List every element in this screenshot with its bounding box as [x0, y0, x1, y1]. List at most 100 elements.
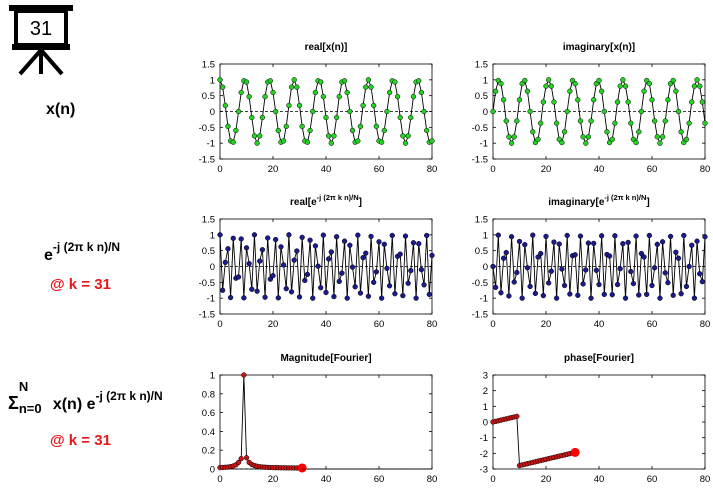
- chart-imag_e-point: [583, 267, 589, 273]
- chart-imag_e-point: [665, 280, 671, 286]
- chart-real_e-point: [230, 235, 236, 241]
- chart-imag_x-point: [675, 108, 682, 115]
- chart-imag_e-point: [641, 254, 647, 260]
- chart-real_x-point: [257, 133, 263, 139]
- chart-imag_e-point: [543, 233, 549, 240]
- chart-imag_e-point: [644, 291, 650, 298]
- chart-real_x-point: [400, 133, 406, 139]
- chart-imag_e-point: [559, 266, 565, 272]
- chart-real_x-point: [273, 108, 279, 115]
- chart-real_e-point: [278, 244, 284, 250]
- label-basis-exp: -j (2π k n)/N: [52, 240, 121, 254]
- chart-real_e-point: [360, 254, 366, 261]
- chart-real_e-point: [341, 238, 348, 244]
- chart-real_e-ytick-label: 1: [210, 230, 215, 241]
- chart-real_e-point: [392, 291, 398, 297]
- chart-imag_x-ytick-label: -1.5: [472, 155, 488, 166]
- chart-imag_e-point: [633, 233, 639, 239]
- chart-real_x-xtick-label: 0: [217, 164, 222, 175]
- chart-imag_e-point: [564, 232, 570, 239]
- chart-real_e-ytick-label: 1.5: [202, 215, 215, 226]
- chart-real_e-point: [408, 267, 414, 274]
- chart-imag_x-point: [559, 139, 565, 146]
- chart-imag_x-point: [591, 97, 597, 103]
- frame-number: 31: [30, 18, 52, 40]
- chart-imag_x-point: [659, 134, 666, 140]
- chart-real_x-point: [254, 140, 260, 146]
- label-xn: x(n): [46, 101, 76, 118]
- chart-real_x-point: [360, 102, 366, 109]
- chart-real_x-point: [368, 84, 374, 90]
- chart-real_x-point: [249, 114, 255, 121]
- chart-real_e-point: [273, 236, 279, 243]
- chart-real_e-point: [222, 259, 228, 266]
- chart-imag_x-point: [633, 139, 639, 146]
- chart-imag_x-point: [689, 99, 695, 105]
- chart-imag_e-ytick-label: -1: [480, 294, 488, 305]
- chart-real_x-ytick-label: 0.5: [202, 91, 215, 102]
- chart-imag_x-point: [646, 80, 652, 87]
- chart-real_x-point: [304, 139, 311, 145]
- chart-imag_x-point: [514, 118, 520, 124]
- chart-real_e-xtick-label: 20: [268, 319, 279, 330]
- chart-real_x-point: [225, 123, 231, 130]
- chart-real_x-point: [394, 93, 401, 100]
- chart-imag_e-point: [614, 281, 621, 288]
- chart-real_e-title-base: real[e: [290, 197, 317, 208]
- chart-imag_e-point: [506, 293, 512, 299]
- chart-real_x-point: [246, 93, 252, 100]
- chart-real_x-point: [418, 89, 425, 96]
- chart-imag_x-point: [699, 99, 705, 105]
- chart-real_x-point: [283, 123, 289, 130]
- chart-real_e-point: [373, 269, 380, 275]
- chart-real_x-xtick-label: 40: [321, 164, 332, 175]
- chart-imag_x-ytick-label: -0.5: [472, 123, 488, 134]
- chart-imag_x-point: [540, 99, 546, 105]
- chart-imag_x-point: [577, 118, 584, 124]
- chart-imag_e-point: [498, 290, 504, 296]
- chart-real_e-point: [302, 277, 308, 284]
- chart-imag_e-point: [683, 283, 690, 290]
- chart-imag_e-point: [667, 233, 674, 240]
- chart-imag_e-point: [609, 292, 615, 298]
- chart-magnitude-point: [241, 372, 247, 378]
- chart-imag_e-point: [686, 263, 692, 270]
- chart-real_x-point: [402, 140, 409, 146]
- chart-real_x-point: [341, 78, 348, 84]
- chart-imag_x-point: [686, 120, 692, 126]
- chart-imag_e-point: [620, 241, 626, 247]
- chart-imag_e-title-base: imaginary[e: [548, 197, 605, 208]
- chart-imag_x-point: [657, 140, 663, 146]
- chart-imag_x-point: [641, 88, 647, 94]
- chart-real_x-point: [381, 127, 387, 134]
- chart-real_x-point: [243, 79, 250, 85]
- chart-real_x-point: [294, 84, 300, 90]
- chart-real_e-point: [344, 295, 350, 301]
- chart-real_e-ytick-label: 0.5: [202, 246, 215, 257]
- chart-real_e-point: [349, 264, 356, 270]
- chart-real_e-point: [254, 288, 260, 294]
- chart-phase-axes-box: [492, 374, 706, 470]
- chart-real_e-point: [384, 265, 390, 272]
- chart-imag_x-title: imaginary[x(n)]: [563, 42, 635, 53]
- chart-real_e-point: [368, 233, 374, 240]
- chart-imag_x-point: [500, 97, 507, 103]
- chart-real_e-point: [397, 251, 403, 257]
- label-at-k-1: @ k = 31: [50, 276, 111, 293]
- chart-imag_e-point: [678, 291, 684, 297]
- chart-imag_e-point: [670, 292, 676, 298]
- chart-imag_x-point: [614, 99, 621, 105]
- chart-real_x-point: [363, 84, 369, 90]
- chart-magnitude-current-point: [297, 463, 307, 473]
- chart-phase-xtick-label: 0: [490, 474, 495, 485]
- chart-imag_x-point: [524, 88, 531, 94]
- chart-imag_x-point: [503, 118, 509, 124]
- chart-imag_x-point: [530, 129, 536, 135]
- sum-exp: -j (2π k n)/N: [95, 389, 163, 403]
- chart-real_e-point: [336, 278, 342, 285]
- chart-imag_e-xtick-label: 80: [700, 319, 711, 330]
- chart-real_e-point: [267, 276, 274, 282]
- chart-imag_e-point: [527, 283, 533, 290]
- chart-real_x-point: [408, 114, 414, 121]
- chart-real_e-point: [262, 294, 268, 300]
